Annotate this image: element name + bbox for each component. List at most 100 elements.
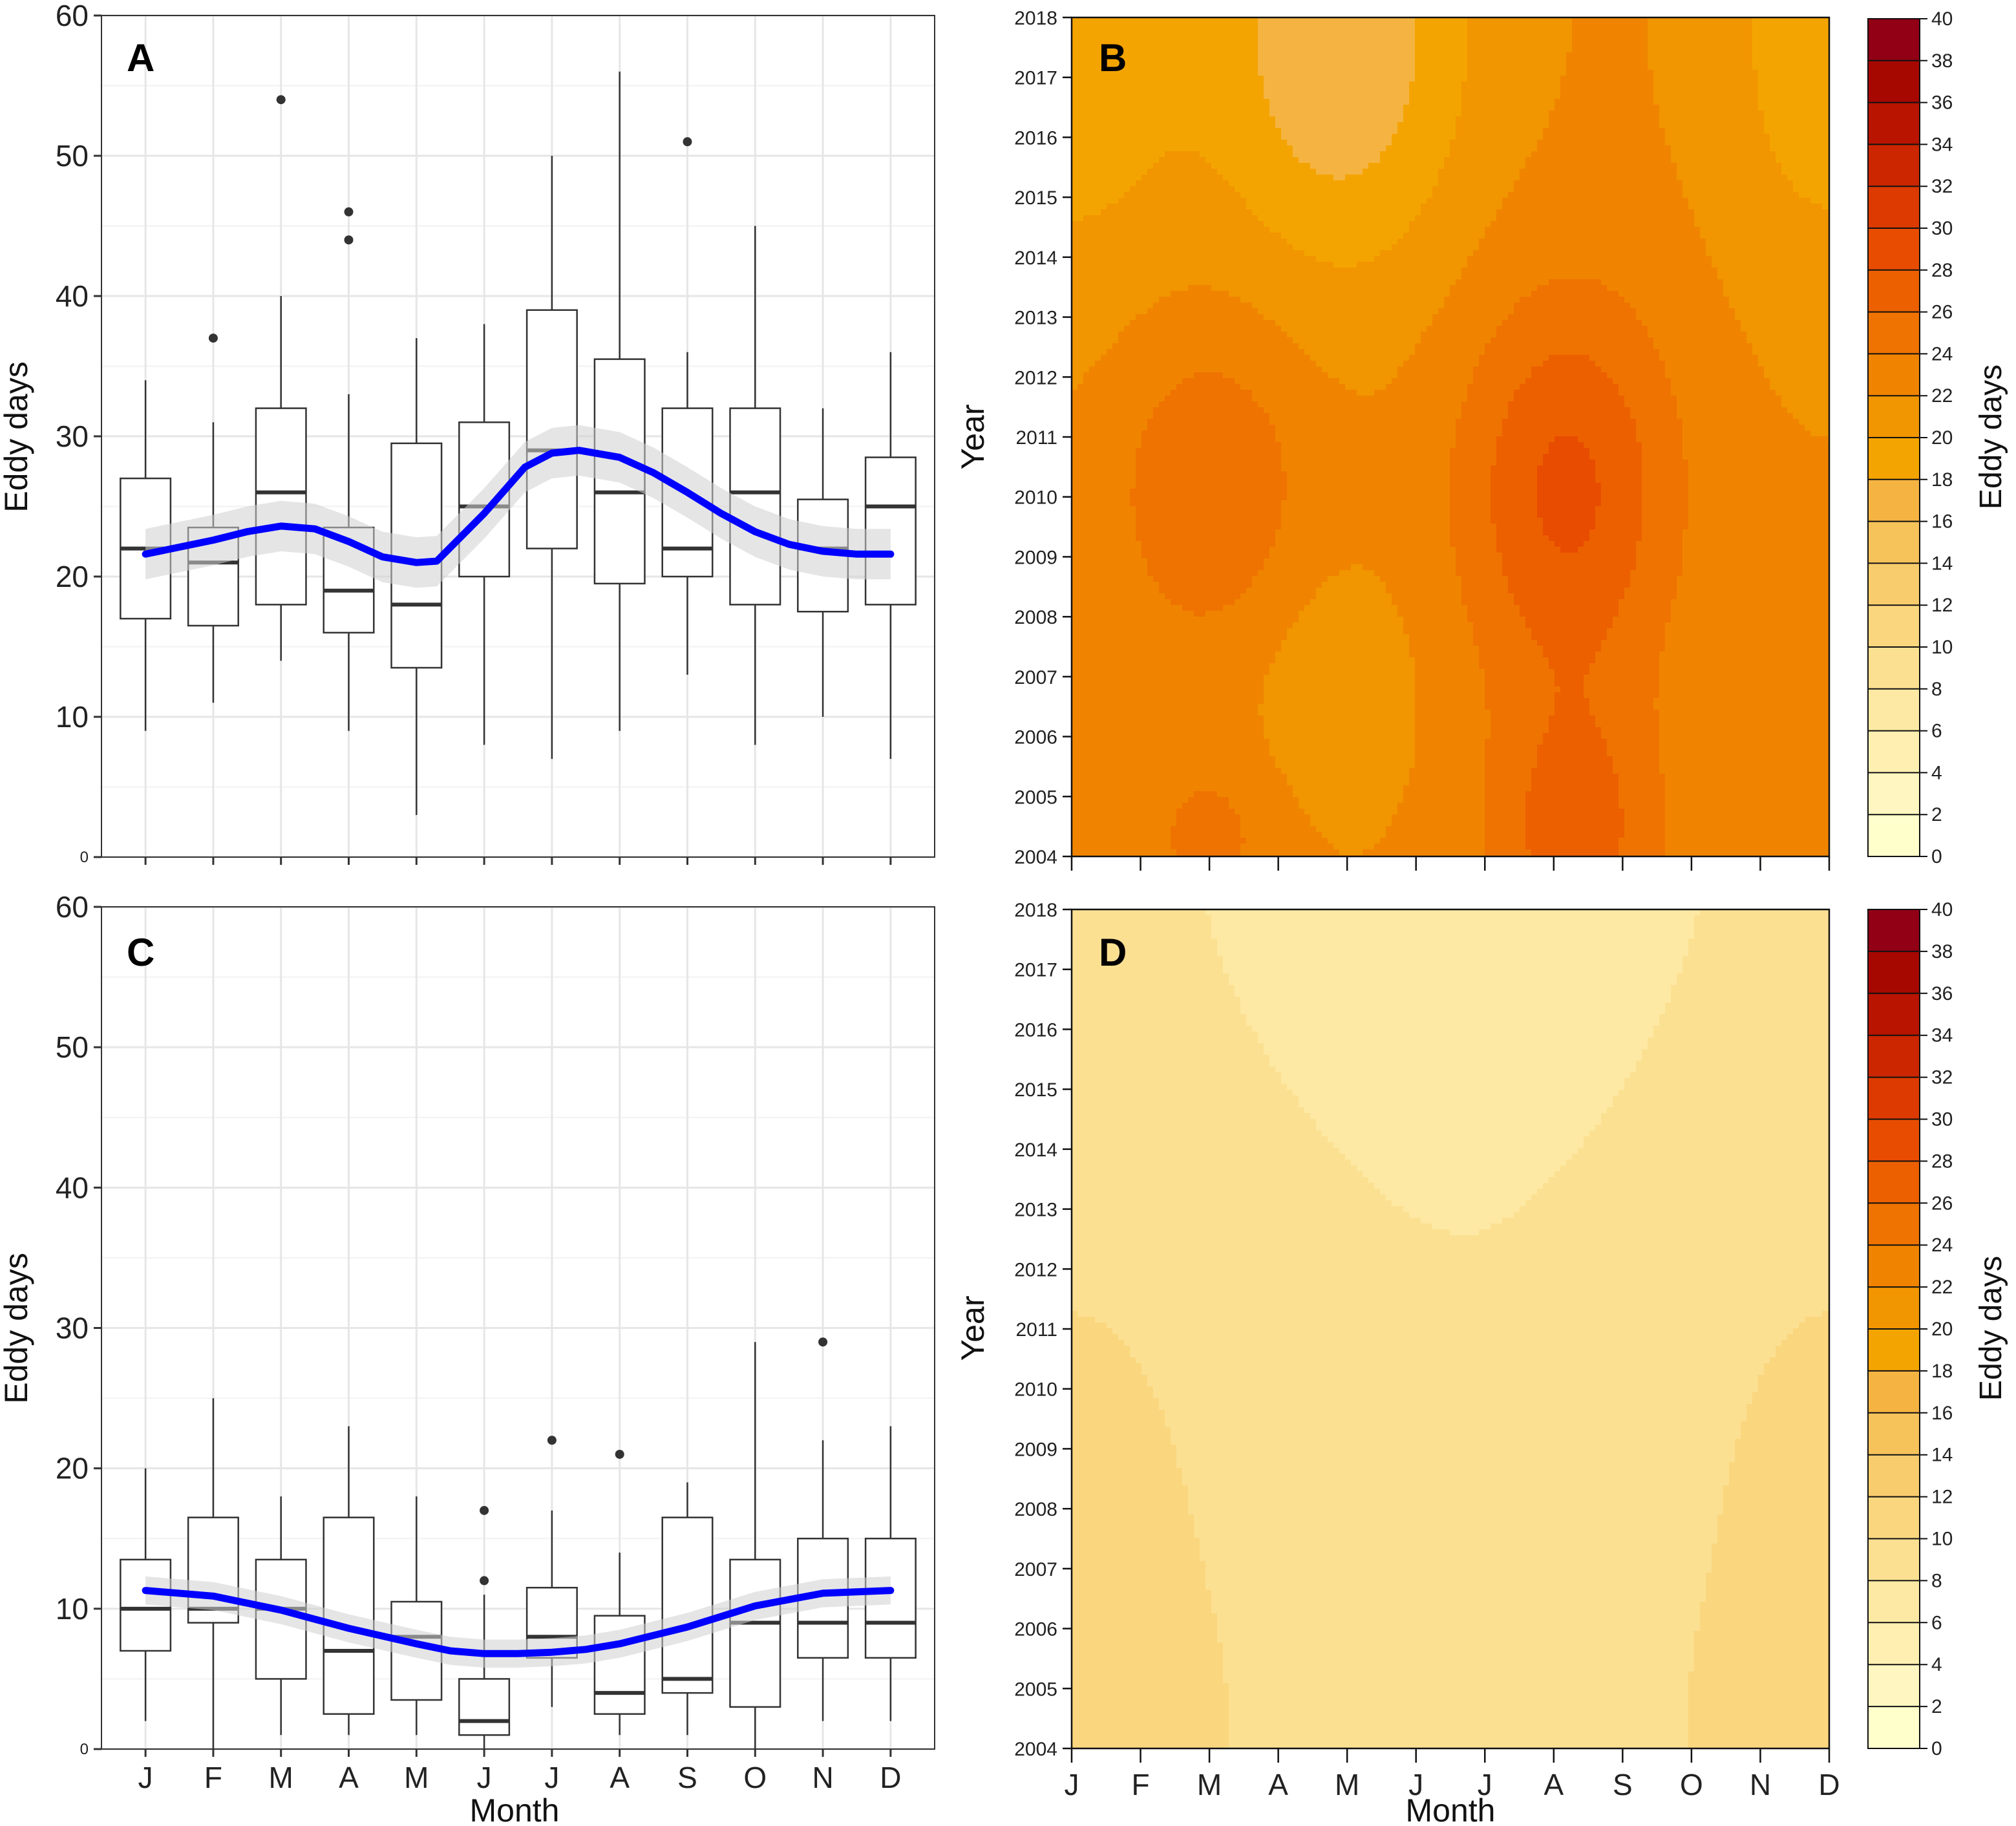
panel-b-contour-cell (1083, 180, 1090, 187)
panel-b-contour-cell (1095, 140, 1101, 146)
panel-b-contour-cell (1095, 681, 1101, 687)
panel-b-contour-cell (1089, 35, 1096, 41)
panel-b-contour-cell (1107, 349, 1113, 356)
panel-b-contour-field (1072, 17, 1830, 857)
panel-b-contour-cell (1077, 180, 1084, 187)
panel-b-contour-cell (1089, 529, 1096, 536)
panel-b-contour-cell (1095, 814, 1101, 821)
panel-b-contour-cell (1107, 425, 1113, 431)
panel-b-contour-cell (1101, 151, 1107, 158)
panel-b-contour-cell (1083, 332, 1090, 338)
panel-b-contour-cell (1095, 105, 1101, 111)
panel-b-contour-cell (1077, 564, 1084, 571)
panel-b-contour-cell (1095, 768, 1101, 774)
panel-b-contour-cell (1107, 145, 1113, 152)
panel-b-contour-cell (1095, 844, 1101, 850)
panel-b-contour-cell (1072, 279, 1078, 286)
panel-b-contour-cell (1101, 785, 1107, 792)
panel-b-contour-cell (1077, 710, 1084, 716)
panel-b-contour-cell (1077, 599, 1084, 606)
panel-b-contour-cell (1095, 291, 1101, 297)
panel-b-contour-cell (1083, 739, 1090, 745)
panel-b-contour-cell (1072, 99, 1078, 105)
panel-b-contour-cell (1095, 617, 1101, 623)
panel-b-contour-cell (1089, 780, 1096, 786)
panel-b-contour-cell (1107, 326, 1113, 332)
panel-b-contour-cell (1107, 209, 1113, 216)
panel-b-contour-cell (1083, 494, 1090, 501)
panel-b-contour-cell (1095, 832, 1101, 838)
panel-b-contour-cell (1077, 332, 1084, 338)
panel-b-contour-cell (1072, 308, 1078, 315)
panel-b-contour-cell (1101, 332, 1107, 338)
panel-b-contour-cell (1077, 134, 1084, 140)
panel-b-contour-cell (1095, 657, 1101, 664)
panel-b-contour-cell (1077, 617, 1084, 623)
panel-a-outlier-point (277, 95, 286, 104)
panel-b-contour-cell (1101, 570, 1107, 577)
panel-b-contour-cell (1095, 244, 1101, 251)
panel-b-contour-cell (1083, 297, 1090, 303)
panel-b-contour-cell (1083, 704, 1090, 710)
panel-b-contour-cell (1072, 413, 1078, 419)
panel-b-contour-cell (1101, 605, 1107, 611)
panel-b-contour-cell (1101, 797, 1107, 803)
panel-b-contour-cell (1077, 111, 1084, 117)
panel-b-contour-cell (1077, 500, 1084, 507)
panel-b-contour-cell (1077, 698, 1084, 705)
panel-b-contour-cell (1095, 733, 1101, 739)
panel-b-contour-cell (1083, 291, 1090, 297)
panel-b-contour-cell (1101, 163, 1107, 169)
panel-b-contour-cell (1072, 675, 1078, 681)
panel-b-contour-cell (1107, 506, 1113, 513)
panel-b-contour-cell (1089, 390, 1096, 396)
panel-b-contour-cell (1083, 227, 1090, 233)
panel-b-contour-cell (1077, 198, 1084, 204)
panel-b-contour-cell (1072, 186, 1078, 193)
panel-b-contour-cell (1095, 157, 1101, 164)
panel-b-contour-cell (1089, 134, 1096, 140)
panel-b-contour-cell (1095, 116, 1101, 123)
panel-b-contour-cell (1083, 198, 1090, 204)
panel-b-contour-cell (1101, 820, 1107, 827)
panel-b-contour-cell (1107, 634, 1113, 641)
panel-b-contour-cell (1077, 384, 1084, 390)
panel-b-contour-cell (1095, 698, 1101, 705)
panel-b-contour-cell (1083, 314, 1090, 321)
panel-b-contour-cell (1083, 465, 1090, 472)
panel-b-contour-cell (1072, 541, 1078, 547)
panel-b-contour-cell (1077, 291, 1084, 297)
panel-b-contour-cell (1095, 163, 1101, 169)
panel-b-contour-cell (1072, 698, 1078, 705)
panel-b-contour-cell (1077, 663, 1084, 670)
panel-b-contour-cell (1089, 320, 1096, 326)
panel-b-contour-cell (1101, 349, 1107, 356)
panel-b-contour-cell (1089, 343, 1096, 350)
panel-b-contour-cell (1101, 762, 1107, 769)
panel-b-contour-cell (1089, 116, 1096, 123)
panel-b-contour-cell (1101, 105, 1107, 111)
panel-b-contour-cell (1107, 314, 1113, 321)
panel-b-contour-cell (1101, 262, 1107, 268)
panel-b-contour-cell (1107, 675, 1113, 681)
panel-b-contour-cell (1083, 361, 1090, 367)
panel-b-contour-cell (1077, 686, 1084, 693)
panel-b-contour-cell (1107, 169, 1113, 175)
panel-b-contour-cell (1101, 111, 1107, 117)
panel-b-contour-cell (1083, 762, 1090, 769)
panel-b-contour-cell (1089, 58, 1096, 65)
panel-b-contour-cell (1089, 704, 1096, 710)
panel-b-contour-cell (1083, 250, 1090, 257)
panel-b-contour-cell (1077, 588, 1084, 594)
panel-b-contour-cell (1095, 87, 1101, 94)
panel-b-contour-cell (1083, 47, 1090, 53)
panel-b-contour-cell (1077, 186, 1084, 193)
panel-b-contour-cell (1101, 209, 1107, 216)
panel-b-contour-cell (1077, 768, 1084, 774)
panel-b-contour-cell (1083, 721, 1090, 728)
panel-b-contour-cell (1077, 582, 1084, 588)
panel-b-contour-cell (1089, 209, 1096, 216)
panel-b-contour-cell (1077, 809, 1084, 815)
panel-b-contour-cell (1083, 52, 1090, 59)
panel-b-contour-cell (1077, 430, 1084, 437)
